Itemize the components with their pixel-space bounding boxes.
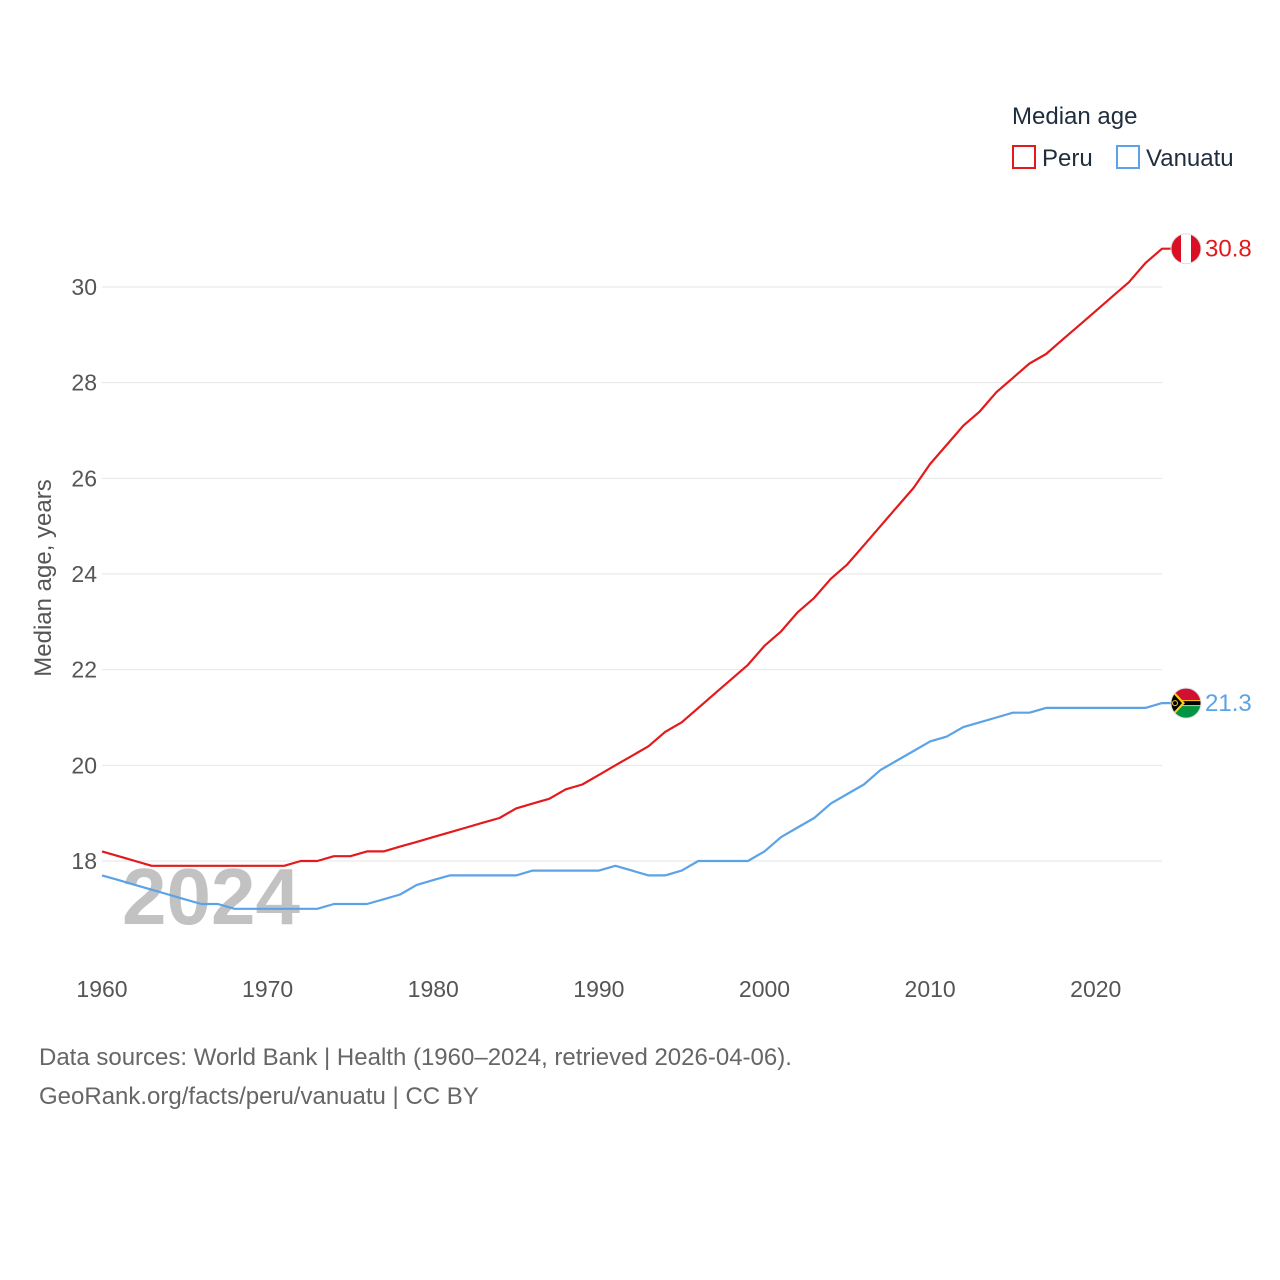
vanuatu-flag-icon [1170, 687, 1202, 719]
y-tick-label: 24 [71, 561, 97, 587]
legend-label-peru: Peru [1042, 145, 1093, 172]
x-tick-label: 2000 [739, 976, 790, 1002]
y-axis-label: Median age, years [30, 479, 57, 676]
y-tick-label: 22 [71, 657, 97, 683]
peru-end-marker: 30.8 [1170, 233, 1252, 265]
legend-swatch-peru [1012, 145, 1036, 169]
legend: Median age Peru Vanuatu [1012, 103, 1234, 172]
peru-flag-icon [1170, 233, 1202, 265]
y-tick-label: 28 [71, 370, 97, 396]
footer-credit: GeoRank.org/facts/peru/vanuatu | CC BY [39, 1083, 479, 1110]
y-axis-ticks: 18 20 22 24 26 28 30 [71, 274, 97, 874]
peru-end-value: 30.8 [1205, 236, 1252, 263]
x-tick-label: 1960 [76, 976, 127, 1002]
gridlines [102, 286, 1162, 862]
y-tick-label: 26 [71, 465, 97, 491]
x-tick-label: 2020 [1070, 976, 1121, 1002]
chart: 18 20 22 24 26 28 30 1960 1970 1980 1990 2000 2010 2… [30, 103, 1252, 1002]
vanuatu-end-marker: 21.3 [1170, 687, 1252, 719]
series-group [101, 247, 1172, 910]
legend-item-vanuatu[interactable]: Vanuatu [1116, 145, 1234, 172]
footer-sources: Data sources: World Bank | Health (1960–… [39, 1044, 792, 1071]
series-line-vanuatu[interactable] [101, 701, 1172, 910]
legend-item-peru[interactable]: Peru [1012, 145, 1093, 172]
legend-swatch-vanuatu [1116, 145, 1140, 169]
x-tick-label: 1980 [408, 976, 459, 1002]
series-line-peru[interactable] [101, 247, 1172, 867]
x-tick-label: 2010 [905, 976, 956, 1002]
y-tick-label: 18 [71, 848, 97, 874]
legend-label-vanuatu: Vanuatu [1146, 145, 1234, 172]
y-tick-label: 30 [71, 274, 97, 300]
x-tick-label: 1970 [242, 976, 293, 1002]
x-axis-ticks: 1960 1970 1980 1990 2000 2010 2020 [76, 976, 1121, 1002]
y-tick-label: 20 [71, 752, 97, 778]
vanuatu-end-value: 21.3 [1205, 690, 1252, 717]
legend-title: Median age [1012, 103, 1137, 130]
x-tick-label: 1990 [573, 976, 624, 1002]
